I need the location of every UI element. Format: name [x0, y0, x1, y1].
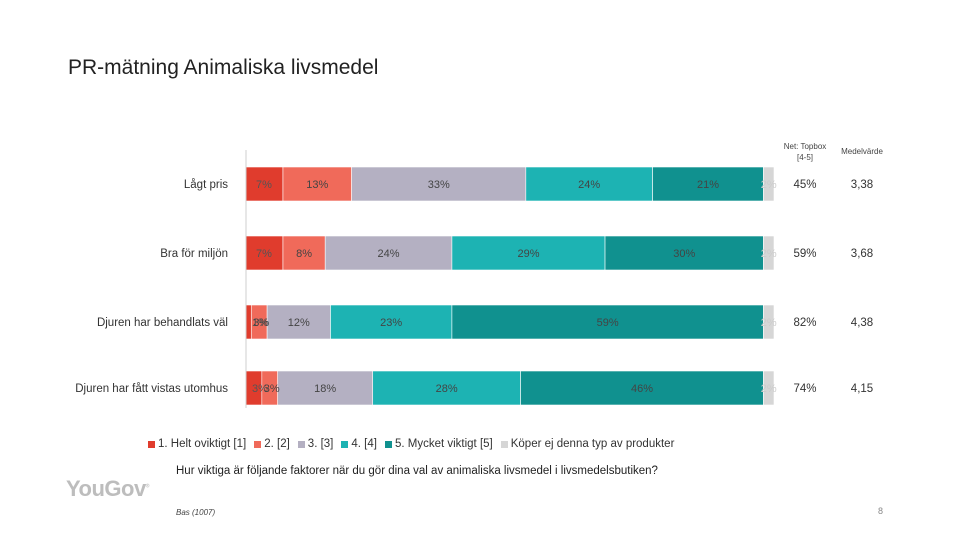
category-label: Djuren har behandlats väl — [97, 317, 228, 329]
bar-value-label: 3% — [264, 383, 280, 395]
category-label: Bra för miljön — [160, 248, 228, 260]
logo-registered-mark: ® — [145, 483, 150, 490]
bar-segment — [282, 235, 326, 271]
mean-value: 3,38 — [851, 179, 873, 191]
logo-text: YouGov — [66, 476, 146, 501]
legend-swatch-1 — [148, 440, 155, 448]
category-label: Djuren har fått vistas utomhus — [75, 383, 228, 395]
legend-swatch-3 — [297, 440, 305, 448]
bar-value-label: 8% — [296, 248, 312, 260]
mean-value: 4,38 — [851, 317, 873, 329]
bar-segment — [652, 166, 764, 202]
page-number: 8 — [878, 506, 884, 516]
bar-segment — [763, 370, 775, 406]
net-header-line-2: [4-5] — [797, 153, 813, 162]
bar-segment — [520, 370, 764, 406]
net-header-line-1: Net: Topbox — [784, 142, 827, 151]
bar-segment — [763, 235, 775, 271]
bar-value-label: 2% — [761, 383, 777, 395]
chart-legend: 1. Helt oviktigt [1] 2. [2] 3. [3] 4. [4… — [148, 438, 674, 450]
net-topbox-value: 82% — [793, 317, 816, 329]
bar-value-label: 18% — [314, 383, 336, 395]
bar-segment — [324, 235, 453, 271]
legend-item-5: 5. Mycket viktigt [5] — [384, 438, 493, 450]
base-note: Bas (1007) — [176, 508, 216, 517]
mean-value: 4,15 — [851, 383, 873, 395]
bar-segment — [763, 166, 775, 202]
bar-value-label: 24% — [578, 179, 600, 191]
bar-value-label: 7% — [256, 248, 272, 260]
legend-label-2: 2. [2] — [264, 438, 290, 450]
bar-segment — [245, 304, 252, 340]
legend-item-3: 3. [3] — [297, 438, 334, 450]
bar-segment — [372, 370, 521, 406]
net-topbox-value: 59% — [793, 248, 816, 260]
bar-segment — [245, 235, 284, 271]
yougov-logo: YouGov® — [66, 476, 149, 502]
bar-value-label: 29% — [517, 248, 539, 260]
legend-label-4: 4. [4] — [351, 438, 377, 450]
survey-question: Hur viktiga är följande faktorer när du … — [176, 465, 658, 477]
bar-value-label: 59% — [597, 317, 619, 329]
net-topbox-value: 74% — [793, 383, 816, 395]
legend-swatch-6 — [500, 440, 508, 448]
legend-item-6: Köper ej denna typ av produkter — [500, 438, 675, 450]
legend-label-6: Köper ej denna typ av produkter — [510, 438, 675, 450]
bar-value-label: 12% — [288, 317, 310, 329]
bar-value-label: 2% — [761, 248, 777, 260]
bar-segment — [763, 304, 775, 340]
bar-value-label: 46% — [631, 383, 653, 395]
bar-segment — [266, 304, 331, 340]
bar-value-label: 7% — [256, 179, 272, 191]
bar-value-label: 13% — [306, 179, 328, 191]
legend-label-3: 3. [3] — [307, 438, 334, 450]
bar-value-label: 21% — [697, 179, 719, 191]
category-label: Lågt pris — [184, 179, 228, 191]
legend-swatch-5 — [384, 440, 392, 448]
net-topbox-value: 45% — [793, 179, 816, 191]
stacked-bar-chart: Net: Topbox [4-5] Medelvärde Lågt pris 7% 13%… — [75, 142, 883, 408]
mean-header: Medelvärde — [841, 147, 883, 156]
bar-value-label: 3% — [252, 383, 268, 395]
bar-segment — [282, 166, 352, 202]
bar-segment — [604, 235, 764, 271]
legend-label-1: 1. Helt oviktigt [1] — [158, 438, 247, 450]
bar-segment — [451, 235, 606, 271]
bar-value-label: 23% — [380, 317, 402, 329]
bar-value-label: 1% — [252, 317, 268, 329]
bar-value-label: 24% — [378, 248, 400, 260]
page-title: PR-mätning Animaliska livsmedel — [68, 56, 379, 79]
legend-label-5: 5. Mycket viktigt [5] — [394, 438, 493, 450]
legend-swatch-2 — [254, 440, 262, 448]
legend-swatch-4 — [341, 440, 349, 448]
mean-value: 3,68 — [851, 248, 873, 260]
bar-value-label: 28% — [436, 383, 458, 395]
bar-value-label: 3% — [253, 317, 269, 329]
bar-segment — [451, 304, 764, 340]
legend-item-4: 4. [4] — [341, 438, 377, 450]
bar-segment — [330, 304, 453, 340]
legend-item-1: 1. Helt oviktigt [1] — [148, 438, 246, 450]
bar-value-label: 2% — [761, 317, 777, 329]
legend-item-2: 2. [2] — [254, 438, 290, 450]
bar-value-label: 33% — [428, 179, 450, 191]
bar-value-label: 30% — [673, 248, 695, 260]
bar-segment — [277, 370, 374, 406]
bar-value-label: 2% — [761, 179, 777, 191]
